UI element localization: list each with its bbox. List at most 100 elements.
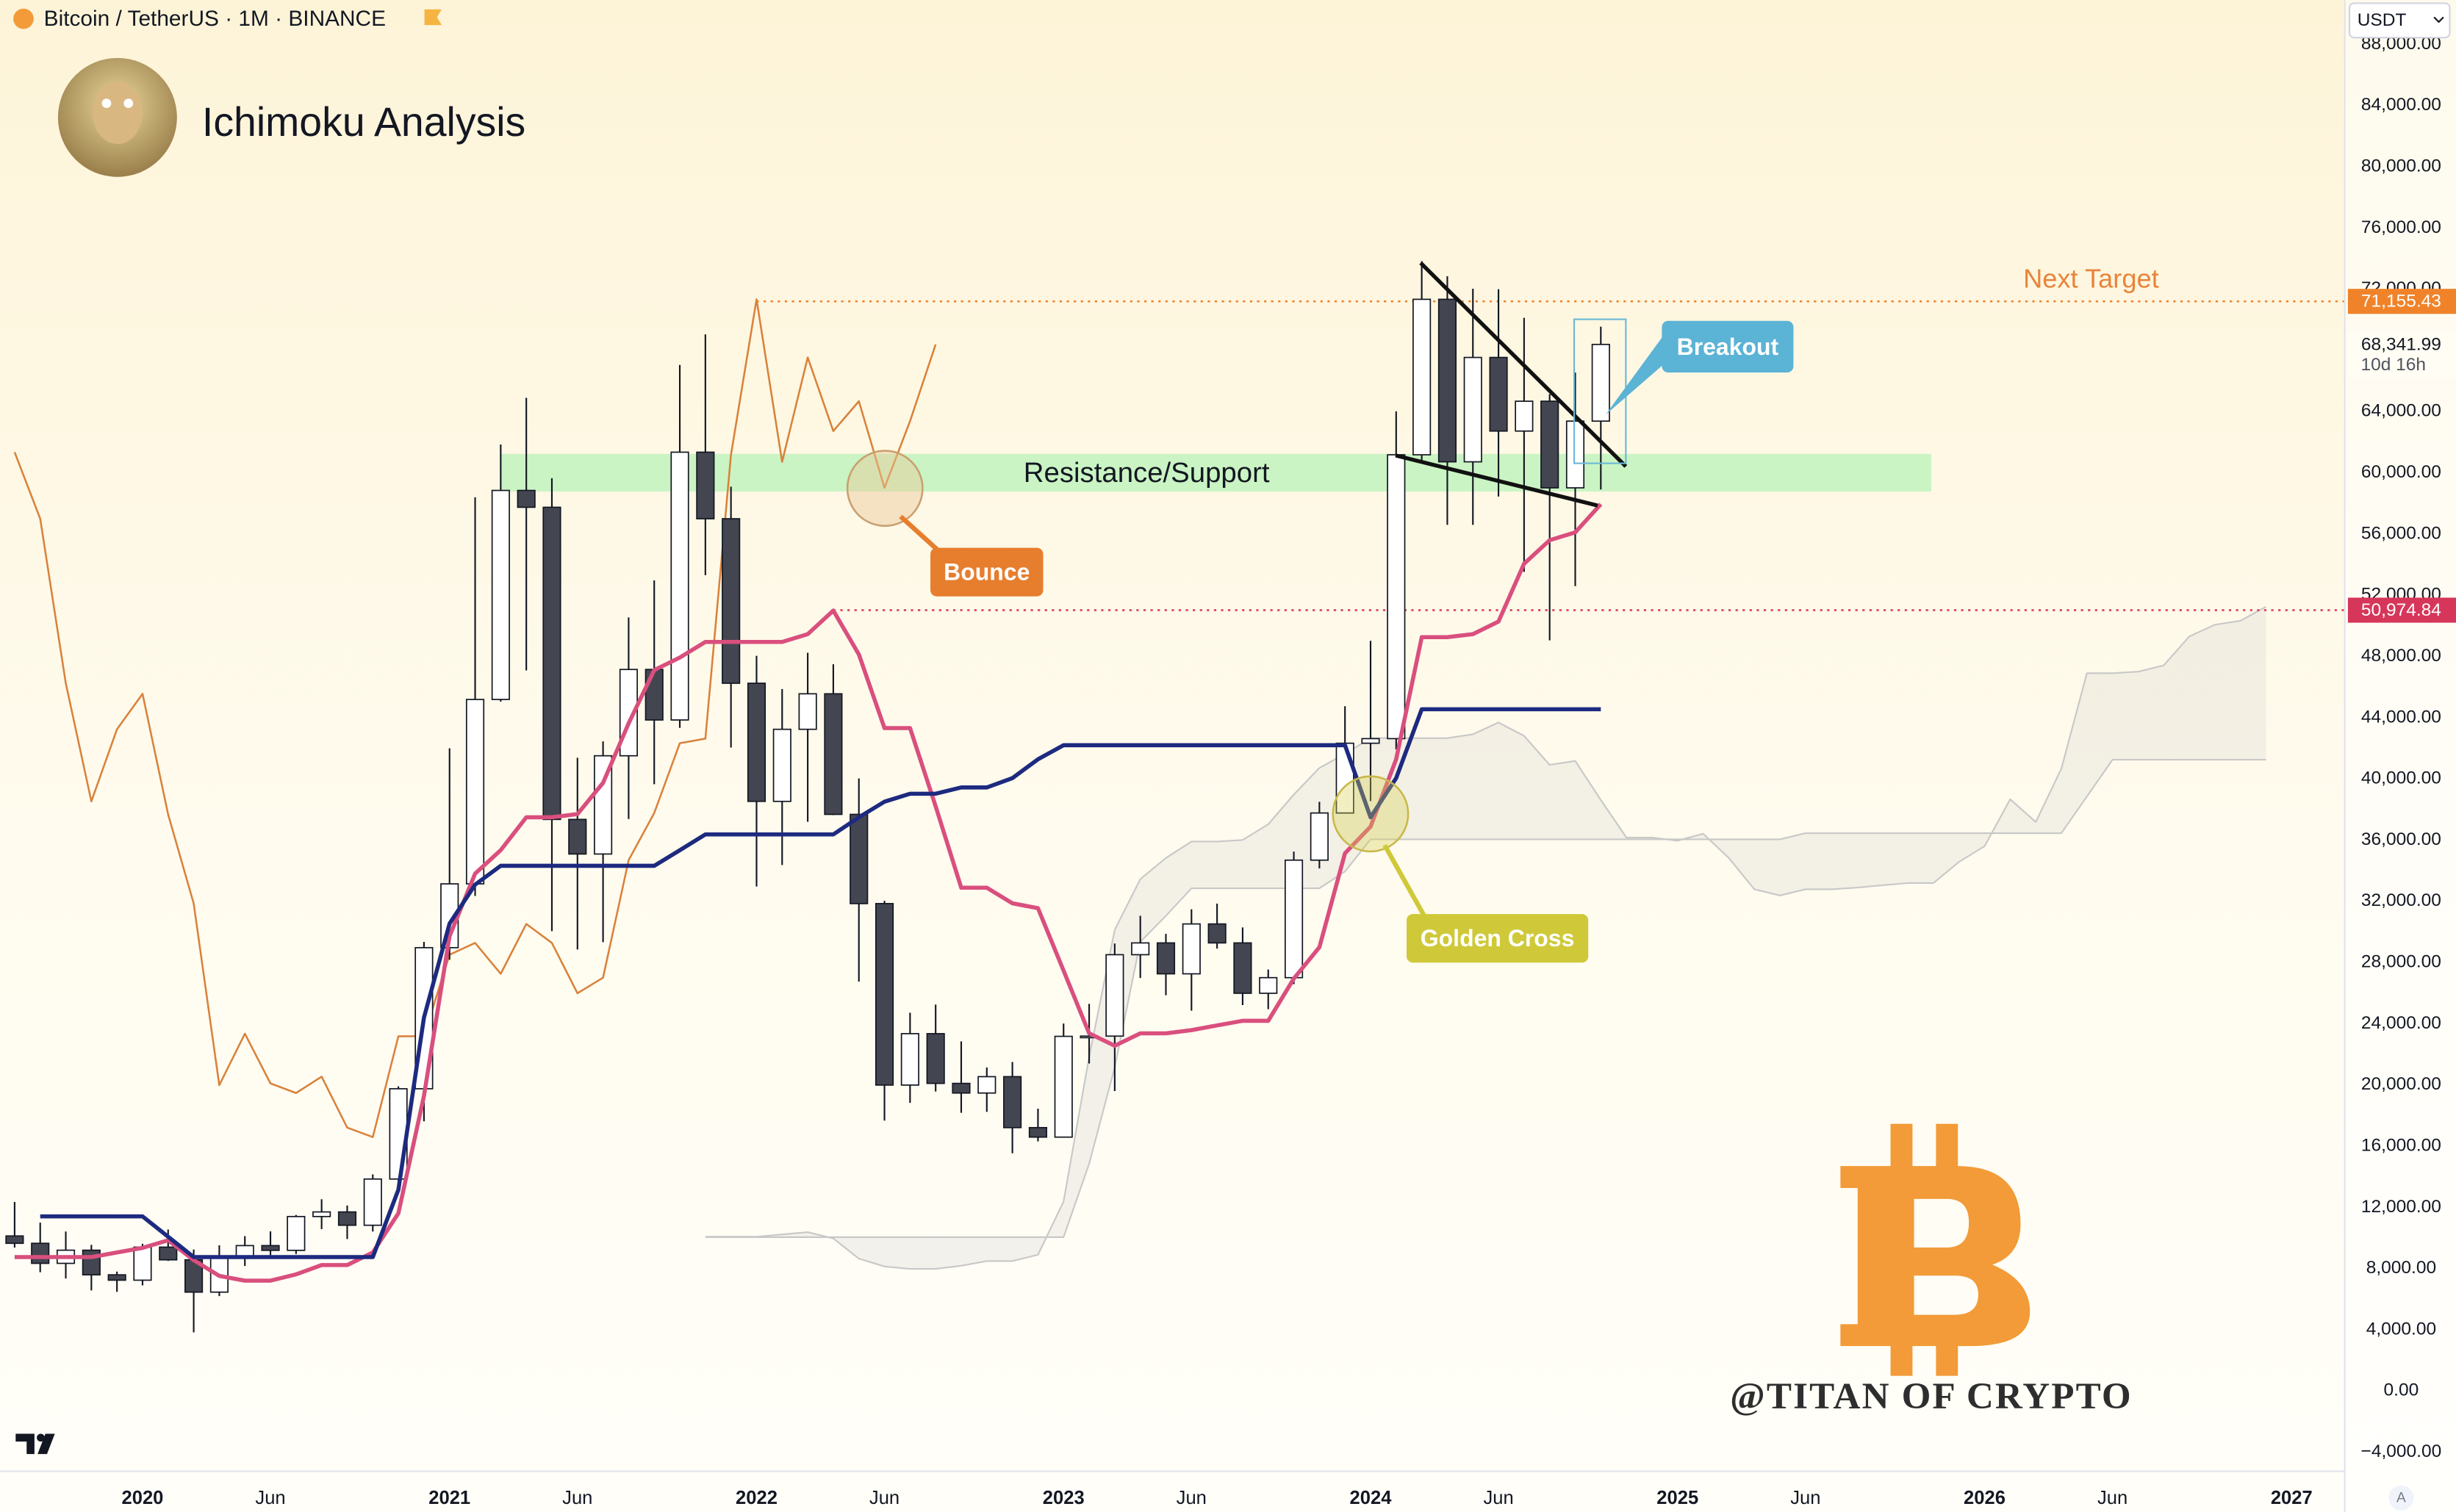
breakout-pointer <box>1605 333 1665 415</box>
candle-body <box>952 1082 971 1094</box>
candle-body <box>926 1033 945 1084</box>
candle-body <box>1105 954 1124 1037</box>
axis-labels: −4,000.00 0.00 4,000.00 8,000.00 12,000.00 16… <box>122 34 2456 1508</box>
golden-cross-label: Golden Cross <box>1421 925 1575 951</box>
countdown-label: 10d 16h <box>2360 355 2426 375</box>
x-tick-label: 2027 <box>2271 1488 2313 1508</box>
x-tick-label: 2024 <box>1350 1488 1393 1508</box>
chikou-line <box>13 298 937 1138</box>
logo-part <box>37 1433 55 1455</box>
logo-bar <box>1936 1123 1958 1171</box>
candle-body <box>747 683 766 802</box>
y-tick-label: 32,000.00 <box>2361 890 2441 910</box>
candle-body <box>5 1235 24 1245</box>
candle-body <box>1463 356 1482 463</box>
cloud-span-a <box>705 605 2266 1270</box>
candle-body <box>1054 1035 1073 1138</box>
triangle-upper <box>1419 262 1628 468</box>
candle-body <box>772 728 791 802</box>
auto-scale-label[interactable]: A <box>2396 1490 2406 1505</box>
candle-body <box>159 1246 178 1261</box>
y-tick-label: 16,000.00 <box>2361 1135 2441 1155</box>
currency[interactable]: USDT <box>2358 10 2407 30</box>
candle-body <box>1259 976 1278 994</box>
marks-layer <box>5 261 2345 1333</box>
y-tick-label: 40,000.00 <box>2361 768 2441 788</box>
price-label-box <box>2347 289 2456 314</box>
currency-button[interactable] <box>2349 2 2451 39</box>
y-tick-label: 0.00 <box>2384 1380 2419 1400</box>
candle-body <box>1565 420 1585 489</box>
y-tick-label: 12,000.00 <box>2361 1197 2441 1217</box>
x-tick-label: 2025 <box>1656 1488 1698 1508</box>
candle-body <box>517 489 536 508</box>
golden-cross-callout <box>1406 914 1589 963</box>
logo-part <box>15 1433 35 1455</box>
candle-body <box>1156 942 1176 975</box>
candle-body <box>1028 1126 1047 1138</box>
logo-glyph <box>1840 1166 2030 1347</box>
annotations: Resistance/Support Next Target Bounce Go… <box>13 7 2159 1455</box>
candle-body <box>465 699 485 885</box>
flag-icon <box>424 9 442 26</box>
candle-body <box>1489 356 1508 432</box>
tenkan-line <box>14 503 1603 1283</box>
candle-body <box>82 1249 101 1276</box>
x-tick-label: 2023 <box>1043 1488 1085 1508</box>
candle-body <box>977 1076 997 1094</box>
x-tick-label: Jun <box>869 1488 900 1508</box>
logo-bar <box>1890 1123 1913 1171</box>
y-tick-label: 8,000.00 <box>2366 1258 2436 1278</box>
auto-scale-button[interactable] <box>2388 1485 2414 1511</box>
candle-body <box>1233 942 1252 994</box>
chevron[interactable] <box>2433 16 2444 24</box>
candle-body <box>1003 1076 1022 1128</box>
bitcoin-logo <box>1840 1123 2030 1376</box>
y-tick-label: −4,000.00 <box>2361 1441 2442 1461</box>
cloud-area <box>705 606 2266 1270</box>
y-tick-label: 64,000.00 <box>2361 401 2441 421</box>
y-tick-label: 56,000.00 <box>2361 523 2441 543</box>
candle-body <box>1207 923 1227 944</box>
bounce-circle <box>846 450 924 528</box>
candle-body <box>644 669 664 721</box>
candle-body <box>542 506 561 821</box>
candle-body <box>1284 859 1304 979</box>
x-tick-label: Jun <box>1483 1488 1513 1508</box>
x-tick-label: Jun <box>1177 1488 1207 1508</box>
candle-body <box>1437 298 1457 463</box>
candle-body <box>900 1033 919 1086</box>
candle-body <box>670 451 689 721</box>
candle-body <box>1540 400 1559 489</box>
x-tick-label: 2021 <box>428 1488 470 1508</box>
candle-body <box>722 518 741 684</box>
candle-body <box>568 818 587 855</box>
candle-body <box>824 693 843 816</box>
avatar-eye <box>123 98 134 108</box>
last-price-box <box>2347 330 2456 378</box>
tradingview-logo <box>15 1433 55 1455</box>
y-tick-label: 28,000.00 <box>2361 952 2441 972</box>
candle-body <box>107 1274 126 1281</box>
bounce-label: Bounce <box>944 559 1030 586</box>
kijun-line <box>40 707 1601 1259</box>
next-target-label: Next Target <box>2023 264 2159 294</box>
y-tick-label: 24,000.00 <box>2361 1013 2441 1033</box>
candle-body <box>389 1088 408 1180</box>
candle-body <box>875 903 894 1086</box>
candle-body <box>1310 812 1329 861</box>
y-tick-label: 84,000.00 <box>2361 95 2441 115</box>
candle-body <box>1387 454 1406 740</box>
candle-body <box>1131 942 1150 956</box>
zone-layer <box>501 453 1931 492</box>
candle-body <box>1361 738 1380 744</box>
logo-part <box>37 1433 45 1442</box>
currency-dropdown[interactable]: USDT <box>2349 2 2451 39</box>
candle-body <box>798 693 817 730</box>
candle-body <box>287 1215 306 1251</box>
candle-body <box>696 451 715 519</box>
candle-body <box>850 813 869 904</box>
